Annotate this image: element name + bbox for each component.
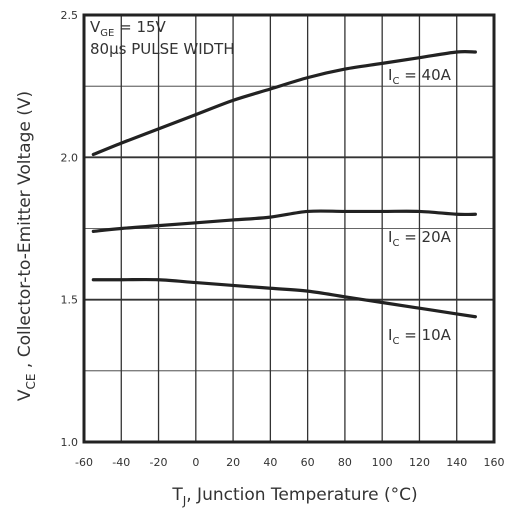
x-axis-title: TJ, Junction Temperature (°C) <box>171 485 417 508</box>
x-tick-label: -60 <box>75 456 93 469</box>
x-tick-label: 40 <box>263 456 277 469</box>
series-line-2 <box>91 277 477 319</box>
x-tick-label: 120 <box>409 456 430 469</box>
x-tick-labels: -60 -40 -20 0 20 40 60 80 100 120 140 160 <box>75 456 504 469</box>
series-lines <box>91 49 477 319</box>
series-line-1 <box>91 209 477 233</box>
series-label-20a: IC = 20A <box>388 228 452 249</box>
series-label-10a: IC = 10A <box>388 326 452 347</box>
x-tick-label: 80 <box>338 456 352 469</box>
series-label-40a: IC = 40A <box>388 66 452 87</box>
series-line-0 <box>91 49 477 157</box>
x-tick-label: 0 <box>192 456 199 469</box>
x-tick-label: 20 <box>226 456 240 469</box>
y-tick-label: 2.5 <box>61 9 79 22</box>
x-tick-label: 140 <box>446 456 467 469</box>
y-tick-label: 2.0 <box>61 151 79 164</box>
x-tick-label: 160 <box>484 456 505 469</box>
x-tick-label: 60 <box>301 456 315 469</box>
y-tick-labels: 1.0 1.5 2.0 2.5 <box>61 9 79 449</box>
x-tick-label: 100 <box>372 456 393 469</box>
y-tick-label: 1.0 <box>61 436 79 449</box>
condition-vge: VGE = 15V <box>90 18 167 39</box>
x-tick-label: -40 <box>112 456 130 469</box>
x-tick-label: -20 <box>150 456 168 469</box>
grid <box>84 15 494 442</box>
plot-frame <box>82 13 496 444</box>
condition-pulse-width: 80µs PULSE WIDTH <box>90 40 235 58</box>
y-tick-label: 1.5 <box>61 294 79 307</box>
y-axis-title: VCE , Collector-to-Emitter Voltage (V) <box>15 91 38 401</box>
